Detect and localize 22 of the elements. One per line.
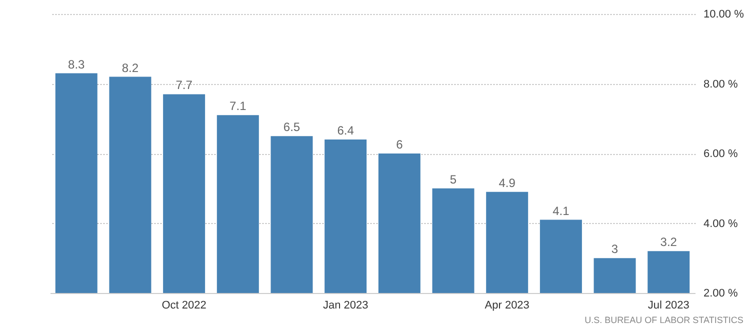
y-tick-label: 6.00 %: [704, 148, 738, 160]
data-label: 4.9: [498, 176, 516, 190]
x-tick-label: Apr 2023: [484, 300, 530, 312]
data-label: 6: [396, 138, 404, 152]
data-label: 4.1: [552, 204, 570, 218]
text: U.S. BUREAU OF LABOR STATISTICS: [584, 315, 744, 325]
data-label: 8.3: [68, 57, 86, 72]
data-label: 7.1: [230, 99, 247, 114]
y-tick-label: 8.00 %: [704, 78, 738, 90]
data-label: 3: [611, 242, 618, 256]
y-tick-label: 10.00 %: [704, 8, 744, 20]
data-label: 5: [450, 172, 457, 186]
data-label: 6.5: [283, 120, 300, 134]
data-label: 6.4: [337, 124, 354, 138]
x-tick-label: Oct 2022: [162, 300, 206, 312]
data-label: 3.2: [660, 235, 678, 250]
data-label: 7.7: [176, 78, 193, 92]
y-tick-label: 2.00 %: [704, 288, 738, 300]
x-tick-label: Jul 2023: [648, 300, 690, 312]
data-label: 8.2: [122, 60, 139, 75]
y-tick-label: 4.00 %: [704, 218, 738, 230]
x-tick-label: Jan 2023: [322, 300, 368, 312]
